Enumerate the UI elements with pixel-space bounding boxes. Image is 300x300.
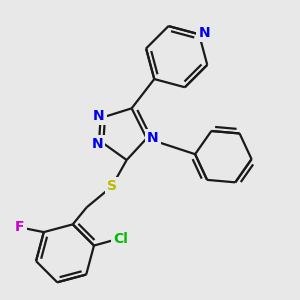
- Text: N: N: [199, 26, 210, 40]
- Text: Cl: Cl: [113, 232, 128, 246]
- Text: N: N: [93, 109, 105, 123]
- Text: S: S: [107, 179, 117, 193]
- Text: F: F: [15, 220, 25, 235]
- Text: N: N: [92, 137, 103, 151]
- Text: N: N: [147, 131, 158, 145]
